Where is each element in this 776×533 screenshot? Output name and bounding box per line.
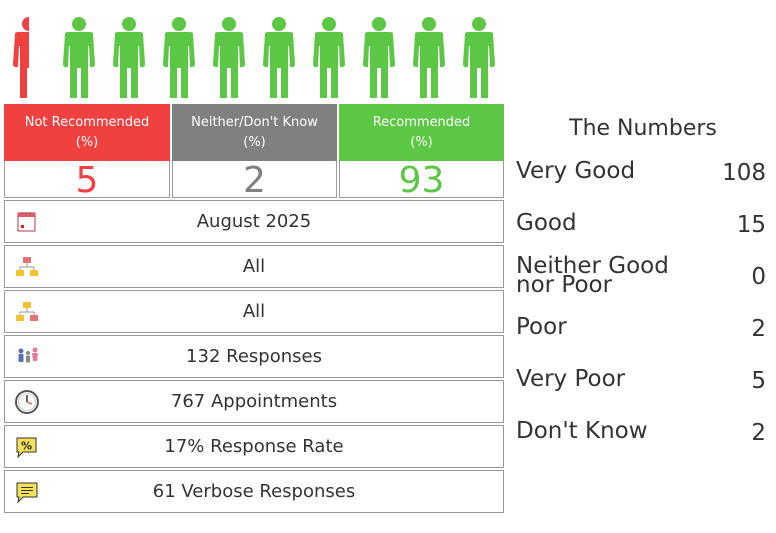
- person-icon: [163, 17, 195, 98]
- numbers-value: 2: [751, 420, 766, 446]
- people-icon: [18, 347, 38, 363]
- person-icon: [363, 17, 395, 98]
- neither-value: 2: [172, 161, 337, 201]
- numbers-label: Don't Know: [516, 418, 648, 444]
- percent-tag-icon: %: [16, 437, 37, 459]
- numbers-row-poor: Poor 2: [516, 314, 766, 343]
- speech-bubble-icon: [16, 482, 38, 504]
- numbers-row-very-good: Very Good 108: [516, 158, 766, 187]
- not-recommended-value: 5: [4, 161, 170, 201]
- team-filter-row: All: [4, 290, 504, 333]
- numbers-label: Poor: [516, 314, 567, 340]
- person-icon: [413, 17, 445, 98]
- not-recommended-unit: (%): [75, 134, 99, 150]
- numbers-value: 15: [736, 212, 766, 238]
- verbose-responses-row: 61 Verbose Responses: [4, 470, 504, 513]
- responses-text: 132 Responses: [186, 346, 322, 367]
- not-recommended-column: Not Recommended (%) 5: [4, 104, 170, 201]
- response-rate-text: 17% Response Rate: [164, 436, 344, 457]
- person-icon: [13, 17, 29, 98]
- org-chart-red-icon: [16, 257, 38, 276]
- numbers-label: Very Poor: [516, 366, 626, 392]
- neither-label: Neither/Don't Know: [191, 114, 318, 130]
- site-filter-row: All: [4, 245, 504, 288]
- not-recommended-label: Not Recommended: [24, 114, 150, 130]
- calendar-icon: [17, 212, 36, 232]
- verbose-responses-text: 61 Verbose Responses: [152, 481, 356, 502]
- numbers-label: Very Good: [516, 158, 636, 184]
- people-icon-row: [0, 0, 504, 100]
- svg-text:%: %: [21, 440, 32, 453]
- team-filter-text: All: [242, 301, 266, 322]
- period-row: August 2025: [4, 200, 504, 243]
- numbers-label-line1: Neither Good: [516, 253, 669, 279]
- recommended-column: Recommended (%) 93: [339, 104, 504, 201]
- recommended-label: Recommended: [372, 114, 471, 130]
- person-icon: [113, 17, 145, 98]
- numbers-label-line2: nor Poor: [516, 272, 613, 298]
- person-icon: [213, 17, 245, 98]
- person-icon: [463, 17, 495, 98]
- response-rate-row: % 17% Response Rate: [4, 425, 504, 468]
- person-icon: [63, 17, 95, 98]
- numbers-value: 5: [751, 368, 766, 394]
- appointments-row: 767 Appointments: [4, 380, 504, 423]
- site-filter-text: All: [242, 256, 266, 277]
- recommended-value: 93: [339, 161, 504, 201]
- neither-header: Neither/Don't Know (%): [172, 104, 337, 161]
- numbers-value: 0: [751, 264, 766, 290]
- person-icon: [313, 17, 345, 98]
- numbers-row-dont-know: Don't Know 2: [516, 418, 766, 447]
- numbers-row-good: Good 15: [516, 210, 766, 239]
- numbers-row-neither: Neither Good nor Poor 0: [516, 255, 766, 299]
- numbers-value: 108: [722, 160, 766, 186]
- numbers-value: 2: [751, 316, 766, 342]
- numbers-label: Good: [516, 210, 577, 236]
- not-recommended-header: Not Recommended (%): [4, 104, 170, 161]
- responses-row: 132 Responses: [4, 335, 504, 378]
- person-icon: [263, 17, 295, 98]
- neither-column: Neither/Don't Know (%) 2: [172, 104, 337, 201]
- org-chart-yellow-icon: [16, 302, 38, 321]
- appointments-text: 767 Appointments: [170, 391, 338, 412]
- clock-icon: [15, 390, 39, 414]
- period-text: August 2025: [196, 211, 312, 232]
- neither-unit: (%): [243, 134, 266, 150]
- recommended-unit: (%): [410, 134, 433, 150]
- numbers-title: The Numbers: [569, 116, 717, 141]
- recommended-header: Recommended (%): [339, 104, 504, 161]
- numbers-row-very-poor: Very Poor 5: [516, 366, 766, 395]
